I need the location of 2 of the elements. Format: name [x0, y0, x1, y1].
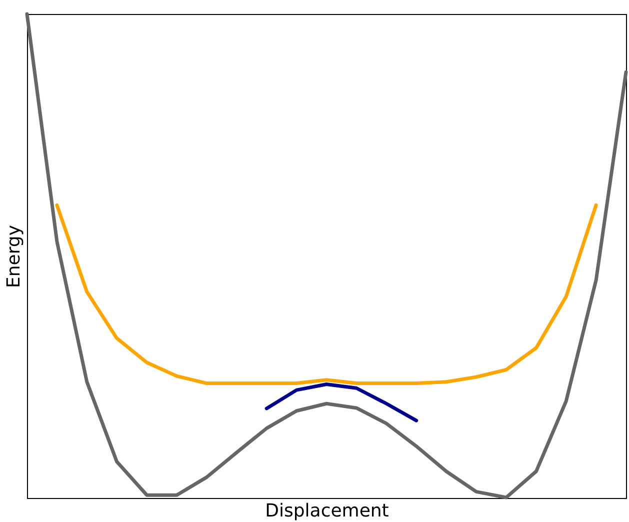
x-axis-title: Displacement: [265, 500, 389, 522]
y-axis-title: Energy: [4, 224, 24, 288]
